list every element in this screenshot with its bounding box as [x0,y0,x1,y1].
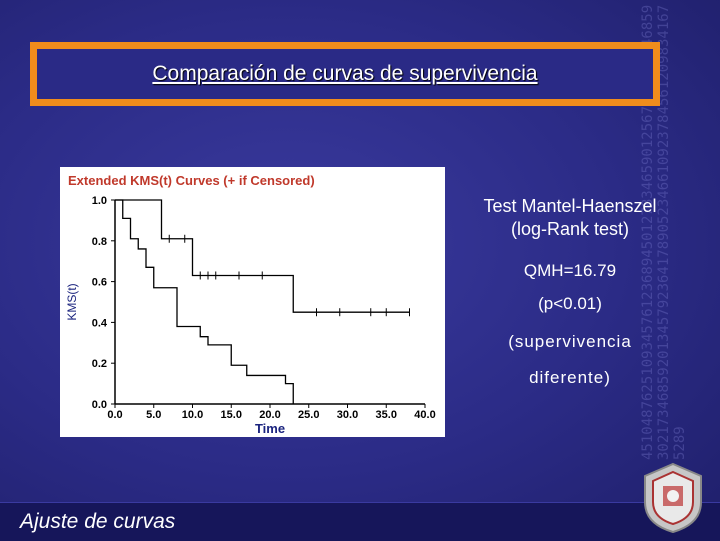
x-tick-label: 5.0 [146,409,161,421]
test-alias: (log-Rank test) [510,219,630,239]
km-chart-panel: Extended KMS(t) Curves (+ if Censored) 0.… [60,167,445,437]
placebo-curve-label: Placebo [306,346,375,367]
x-tick-label: 10.0 [182,409,203,421]
y-tick-label: 1.0 [92,195,107,207]
x-tick-label: 15.0 [221,409,242,421]
university-seal-icon [644,462,702,534]
x-tick-label: 30.0 [337,409,358,421]
x-axis-label: Time [255,421,285,436]
x-tick-label: 20.0 [259,409,280,421]
y-tick-label: 0.4 [92,317,108,329]
y-tick-label: 0.8 [92,236,107,248]
x-tick-label: 35.0 [376,409,397,421]
title-panel: Comparación de curvas de supervivencia [37,49,653,99]
conclusion-line1: (supervivencia [508,332,632,351]
y-tick-label: 0.0 [92,399,107,411]
series-line-farmaco [115,199,410,313]
p-value: (p<0.01) [538,294,602,313]
chart-title: Extended KMS(t) Curves (+ if Censored) [68,173,315,188]
slide-title: Comparación de curvas de supervivencia [152,62,538,85]
title-frame: Comparación de curvas de supervivencia [30,42,660,106]
x-tick-label: 40.0 [414,409,435,421]
y-tick-label: 0.6 [92,277,107,289]
test-name: Test Mantel-Haenszel [483,196,657,216]
x-tick-label: 25.0 [298,409,319,421]
series-line-placebo [115,199,294,404]
y-axis-label: KMS(t) [65,283,79,320]
qmh-statistic: QMH=16.79 [523,261,617,280]
drug-curve-label: Fármaco [312,244,387,265]
footer-bar [0,502,720,541]
stats-text-block: Test Mantel-Haenszel (log-Rank test) QMH… [455,196,685,388]
km-chart: Extended KMS(t) Curves (+ if Censored) 0.… [65,173,436,436]
footer-label: Ajuste de curvas [20,510,176,533]
conclusion-line2: diferente) [529,368,611,387]
x-tick-label: 0.0 [107,409,122,421]
y-tick-label: 0.2 [92,358,107,370]
